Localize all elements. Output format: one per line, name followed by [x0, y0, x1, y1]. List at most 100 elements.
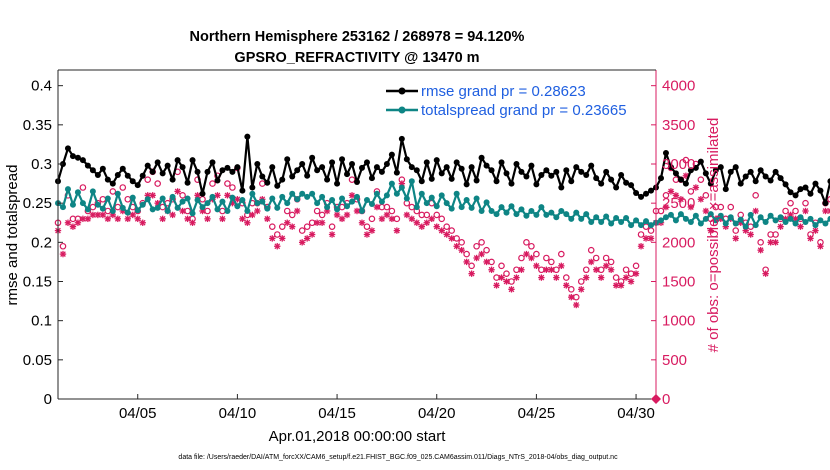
obs-assimilated-point [707, 227, 715, 234]
rmse-point [119, 165, 126, 172]
rmse-point [772, 168, 779, 175]
obs-possible-point [303, 223, 311, 230]
rmse-point [368, 175, 375, 182]
spread-point [628, 222, 635, 229]
obs-assimilated-point [343, 211, 351, 219]
obs-assimilated-point [64, 219, 72, 226]
obs-possible-point [119, 184, 127, 191]
obs-possible-point [288, 211, 296, 219]
right-tick-label: 2000 [662, 234, 695, 251]
spread-point [483, 199, 490, 206]
spread-point [229, 194, 236, 201]
rmse-point [239, 187, 246, 194]
legend-rmse-label: rmse grand pr = 0.28623 [421, 83, 586, 100]
obs-possible-point [717, 203, 725, 211]
spread-point [588, 218, 595, 225]
rmse-point [378, 168, 385, 175]
rmse-point [707, 180, 714, 187]
obs-possible-point [827, 195, 830, 203]
obs-possible-point [533, 250, 540, 258]
chart-title-line1: Northern Hemisphere 253162 / 268978 = 94… [190, 29, 525, 45]
spread-point [354, 193, 360, 200]
spread-point [633, 217, 640, 224]
rmse-point [463, 181, 470, 188]
spread-point [513, 211, 520, 218]
spread-point [812, 222, 819, 229]
obs-assimilated-point [388, 215, 396, 223]
spread-point [762, 218, 769, 225]
obs-assimilated-point [418, 223, 425, 230]
spread-point [787, 215, 794, 222]
right-tick-label: 3000 [662, 156, 695, 173]
spread-point [558, 208, 565, 214]
rmse-point [229, 168, 236, 175]
spread-point [64, 186, 71, 193]
left-tick-label: 0.05 [23, 352, 52, 369]
obs-assimilated-point [518, 266, 525, 273]
obs-possible-point [468, 262, 475, 270]
rmse-point [69, 153, 76, 160]
spread-point [164, 208, 171, 214]
rmse-point [179, 164, 186, 171]
rmse-point [667, 164, 674, 171]
obs-possible-point [209, 180, 216, 187]
obs-possible-point [747, 223, 754, 230]
left-tick-label: 0.2 [31, 234, 52, 251]
spread-point [254, 200, 261, 207]
rmse-point [682, 180, 689, 187]
obs-assimilated-point [583, 274, 590, 281]
spread-point [523, 212, 530, 219]
rmse-point [334, 180, 341, 187]
obs-possible-point [727, 203, 735, 211]
rmse-point [279, 176, 286, 183]
obs-possible-point [179, 192, 186, 199]
x-tick-label: 04/20 [418, 405, 456, 422]
spread-point [712, 217, 719, 224]
spread-point [114, 190, 121, 197]
spread-point [662, 214, 669, 221]
rmse-point [732, 164, 739, 171]
rmse-point [702, 170, 709, 177]
spread-point [618, 218, 625, 225]
spread-point [727, 214, 734, 221]
obs-assimilated-point [284, 219, 291, 226]
spread-point [344, 203, 351, 210]
rmse-point [309, 154, 316, 161]
spread-point [578, 215, 585, 222]
rmse-point [528, 162, 535, 169]
spread-point [682, 215, 689, 222]
spread-point [752, 222, 759, 229]
legend-rmse-marker [398, 87, 406, 95]
x-tick-label: 04/30 [617, 405, 655, 422]
spread-point [772, 217, 779, 224]
rmse-point [727, 168, 734, 175]
obs-assimilated-point [413, 219, 420, 226]
rmse-point [473, 177, 480, 184]
spread-point [329, 197, 336, 204]
obs-assimilated-point [448, 235, 455, 242]
rmse-point [94, 171, 101, 178]
rmse-point [593, 175, 600, 182]
rmse-point [822, 200, 829, 207]
obs-assimilated-point [443, 231, 450, 238]
spread-point [144, 196, 151, 203]
spread-point [154, 204, 161, 211]
obs-possible-point [268, 223, 276, 230]
spread-point [194, 197, 201, 204]
rmse-point [478, 154, 485, 161]
right-axis-ticks: 0 500 1000 1500 2000 2500 3000 3500 4000 [651, 78, 695, 408]
spread-point [169, 193, 176, 200]
obs-assimilated-point [298, 239, 306, 246]
obs-possible-point [782, 207, 789, 215]
rmse-point [319, 164, 326, 171]
rmse-point [558, 184, 565, 191]
obs-assimilated-point [772, 239, 779, 246]
obs-assimilated-point [303, 235, 311, 242]
spread-point [707, 211, 714, 218]
obs-possible-point [383, 203, 391, 211]
spread-point [677, 211, 684, 218]
spread-point [657, 217, 664, 224]
spread-point [184, 195, 191, 202]
rmse-point [184, 179, 191, 186]
